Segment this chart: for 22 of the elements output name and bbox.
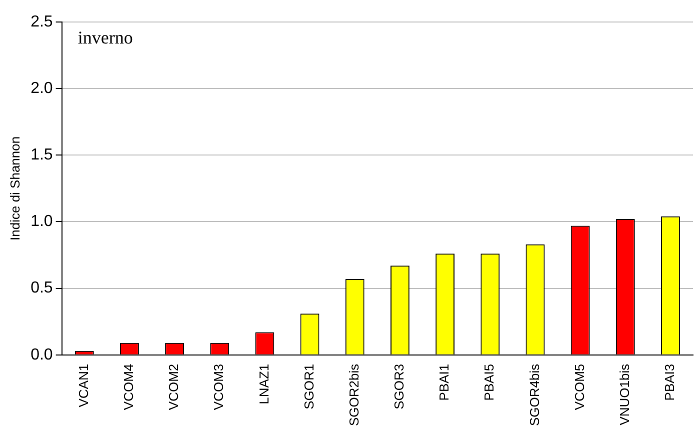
x-tick-label: VCAN1 (76, 364, 91, 408)
y-tick-label: 1.5 (30, 146, 53, 164)
x-tick-label: PBAI3 (662, 364, 678, 401)
x-tick-label: VCOM3 (211, 364, 226, 410)
x-tick-label: VCOM4 (121, 364, 136, 410)
y-tick-label: 0.0 (30, 346, 53, 364)
x-tick-label: SGOR4bis (526, 363, 542, 426)
y-tick-label: 1.0 (30, 213, 53, 230)
x-tick-label: SGOR2bis (346, 363, 362, 426)
x-tick-label: LNAZ1 (256, 364, 272, 404)
x-tick-label: PBAI5 (482, 364, 497, 401)
annotation: inverno (78, 28, 133, 48)
y-tick-label: 0.5 (30, 280, 53, 297)
y-tick-label: 2.0 (30, 80, 53, 97)
x-tick-label: SGOR3 (392, 364, 407, 410)
x-tick-label: VCOM2 (166, 364, 182, 410)
x-tick-label: VNUO1bis (616, 363, 632, 426)
x-tick-label: SGOR1 (301, 364, 316, 410)
y-axis-title: Indice di Shannon (7, 136, 22, 240)
y-tick-label: 2.5 (30, 13, 53, 30)
x-tick-label: VCOM5 (572, 364, 587, 410)
x-tick-label: PBAI1 (436, 364, 452, 401)
